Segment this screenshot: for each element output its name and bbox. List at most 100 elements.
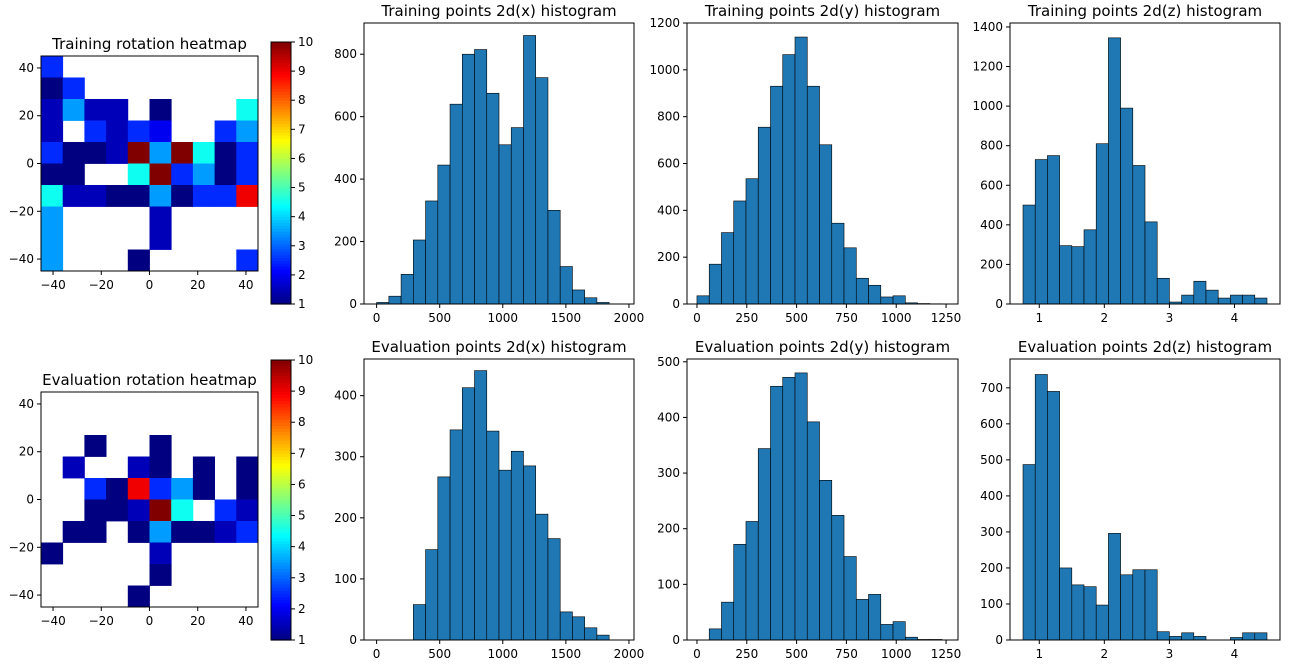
- colorbar-band: [271, 608, 291, 613]
- histogram-bar: [794, 36, 808, 305]
- histogram-bar: [1193, 280, 1207, 305]
- chart-1-ytick-label: 200: [334, 235, 357, 249]
- histogram-bar: [831, 222, 845, 305]
- chart-0-ytick-label: 40: [19, 61, 34, 75]
- heatmap-cell: [236, 456, 259, 479]
- chart-4-ytick-label: 20: [19, 445, 34, 459]
- chart-7-xtick-label: 4: [1231, 647, 1239, 661]
- colorbar-band: [271, 138, 291, 142]
- colorbar-band: [271, 624, 291, 629]
- chart-0-xtick-label: 20: [190, 278, 205, 292]
- chart-2-xtick-label: 0: [693, 311, 701, 325]
- colorbar-band: [271, 266, 291, 270]
- colorbar-band: [271, 289, 291, 293]
- colorbar-band: [271, 422, 291, 426]
- colorbar-band: [271, 521, 291, 526]
- chart-0-ytick-label: −20: [9, 204, 34, 218]
- colorbar-band: [271, 237, 291, 241]
- colorbar-band: [271, 490, 291, 495]
- histogram-bar: [413, 604, 426, 641]
- chart-3-xtick-label: 1: [1035, 311, 1043, 325]
- heatmap-cell: [149, 499, 172, 522]
- histogram-bar: [437, 164, 451, 305]
- histogram-bar: [770, 85, 784, 305]
- heatmap-cell: [106, 185, 129, 207]
- colorbar-band: [271, 630, 291, 635]
- heatmap-cell: [41, 206, 64, 229]
- histogram-bar: [782, 54, 796, 305]
- heatmap-cell: [41, 99, 64, 121]
- colorbar-band: [271, 549, 291, 554]
- heatmap-cell: [149, 478, 172, 500]
- chart-1-ytick-label: 600: [334, 110, 357, 124]
- histogram-bar: [1193, 636, 1207, 641]
- chart-1-ytick-label: 0: [349, 297, 357, 311]
- histogram-bar: [757, 448, 771, 641]
- heatmap-cell: [149, 142, 172, 164]
- colorbar-band: [271, 202, 291, 206]
- heatmap-cell: [84, 499, 107, 522]
- histogram-bar: [1169, 636, 1182, 641]
- heatmap-cell: [127, 163, 150, 186]
- colorbar-band: [271, 493, 291, 498]
- chart-7-ytick-label: 400: [980, 489, 1003, 503]
- colorbar-band: [271, 263, 291, 267]
- colorbar-band: [271, 149, 291, 154]
- colorbar-band: [271, 44, 291, 49]
- histogram-bar: [596, 634, 610, 641]
- histogram-bar: [721, 232, 735, 305]
- colorbar-tick-label: 1: [298, 633, 306, 647]
- colorbar-band: [271, 512, 291, 517]
- histogram-bar: [1034, 159, 1048, 305]
- heatmap-cell: [214, 185, 237, 207]
- colorbar-band: [271, 406, 291, 411]
- colorbar-band: [271, 559, 291, 563]
- colorbar-band: [271, 381, 291, 386]
- chart-3-ytick-label: 600: [980, 178, 1003, 192]
- heatmap-cell: [236, 99, 259, 121]
- heatmap-cell: [62, 163, 85, 186]
- histogram-bar: [547, 210, 561, 305]
- chart-7-ytick-label: 500: [980, 453, 1003, 467]
- colorbar-band: [271, 257, 291, 261]
- heatmap-cell: [149, 120, 172, 143]
- chart-4-ytick-label: 0: [26, 493, 34, 507]
- chart-6-xtick-label: 1000: [881, 647, 912, 661]
- colorbar-band: [271, 196, 291, 200]
- chart-7-xtick-label: 2: [1101, 647, 1109, 661]
- histogram-bar: [1022, 204, 1036, 305]
- histogram-bar: [1120, 107, 1134, 305]
- chart-4: −40 −20 0 20 40 −40 −20 0 20 40 Evaluation rotatio…: [9, 353, 314, 647]
- colorbar-band: [271, 444, 291, 448]
- colorbar-band: [271, 546, 291, 551]
- colorbar-band: [271, 472, 291, 476]
- histogram-bar: [880, 296, 894, 305]
- chart-6-ytick-label: 300: [657, 466, 680, 480]
- colorbar-band: [271, 481, 291, 486]
- colorbar-band: [271, 500, 291, 504]
- chart-1-ytick-label: 800: [334, 47, 357, 61]
- colorbar-band: [271, 509, 291, 514]
- histogram-bar: [559, 611, 573, 641]
- histogram-bar: [819, 480, 833, 641]
- heatmap-cell: [171, 163, 194, 186]
- chart-0-xtick-label: 40: [238, 278, 253, 292]
- colorbar-band: [271, 251, 291, 256]
- heatmap-cell: [149, 228, 172, 250]
- colorbar-band: [271, 216, 291, 221]
- chart-3-title: Training points 2d(z) histogram: [1027, 2, 1262, 20]
- colorbar-band: [271, 478, 291, 482]
- chart-5-xtick-label: 1500: [551, 647, 582, 661]
- chart-2-xtick-label: 1000: [881, 311, 912, 325]
- heatmap-cell: [236, 499, 259, 522]
- histogram-bar: [1108, 37, 1121, 305]
- chart-6-xtick-label: 750: [835, 647, 858, 661]
- colorbar-band: [271, 531, 291, 535]
- colorbar-band: [271, 612, 291, 616]
- colorbar-band: [271, 132, 291, 136]
- colorbar-band: [271, 434, 291, 439]
- chart-4-xtick-label: 40: [238, 614, 253, 628]
- colorbar-band: [271, 71, 291, 75]
- colorbar-band: [271, 534, 291, 538]
- chart-7-ytick-label: 200: [980, 561, 1003, 575]
